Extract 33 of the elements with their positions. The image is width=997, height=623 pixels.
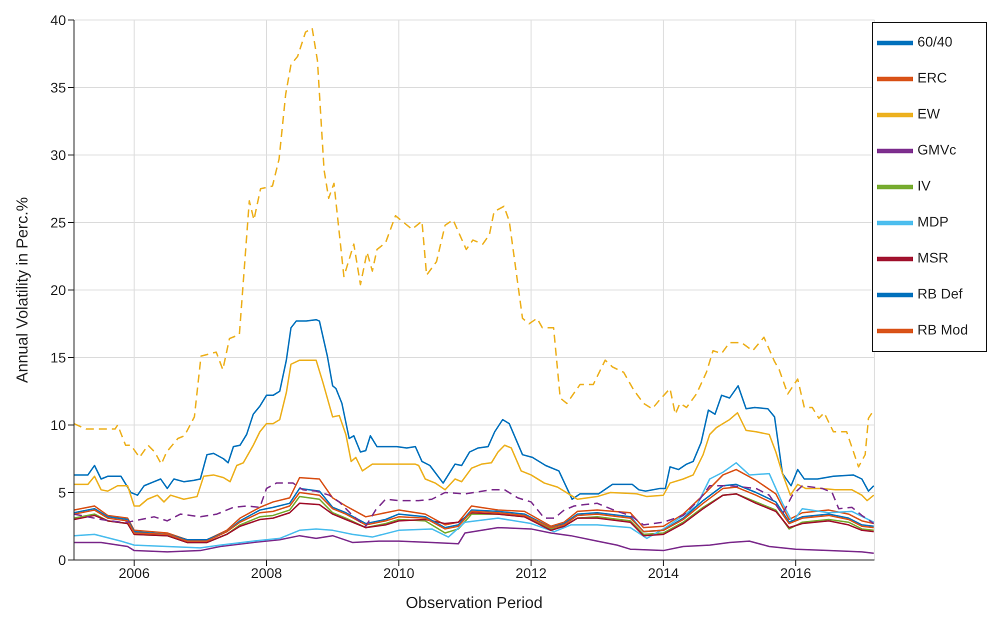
x-axis-title: Observation Period xyxy=(406,595,543,612)
line-series xyxy=(74,359,874,507)
legend-label: IV xyxy=(917,178,931,194)
y-tick-label: 5 xyxy=(58,484,66,500)
legend-label: RB Def xyxy=(917,286,963,302)
legend-label: RB Mod xyxy=(917,322,968,338)
line-series xyxy=(74,27,874,468)
legend-label: 60/40 xyxy=(917,34,952,50)
x-tick-label: 2010 xyxy=(383,564,415,581)
y-tick-label: 0 xyxy=(58,552,66,568)
y-tick-label: 10 xyxy=(50,416,66,433)
line-series xyxy=(74,526,874,554)
legend-label: EW xyxy=(917,106,940,122)
line-series xyxy=(74,318,874,500)
y-tick-label: 40 xyxy=(50,12,66,28)
x-tick-label: 2014 xyxy=(648,564,680,581)
y-tick-label: 25 xyxy=(50,214,66,230)
line-series xyxy=(74,468,874,540)
line-series xyxy=(74,482,874,527)
x-tick-label: 2008 xyxy=(250,564,282,581)
y-tick-label: 20 xyxy=(50,282,66,298)
y-tick-label: 35 xyxy=(50,79,66,96)
y-axis-title: Annual Volatility in Perc.% xyxy=(14,197,32,383)
x-tick-label: 2006 xyxy=(118,564,150,581)
legend-label: ERC xyxy=(917,70,947,86)
y-tick-label: 30 xyxy=(50,146,66,163)
line-series xyxy=(74,462,874,549)
legend-label: MDP xyxy=(917,214,949,230)
y-tick-label: 15 xyxy=(50,349,66,366)
legend-label: MSR xyxy=(917,250,949,266)
legend-label: GMVc xyxy=(917,142,956,158)
x-tick-label: 2012 xyxy=(516,564,547,581)
x-tick-label: 2016 xyxy=(780,564,812,581)
